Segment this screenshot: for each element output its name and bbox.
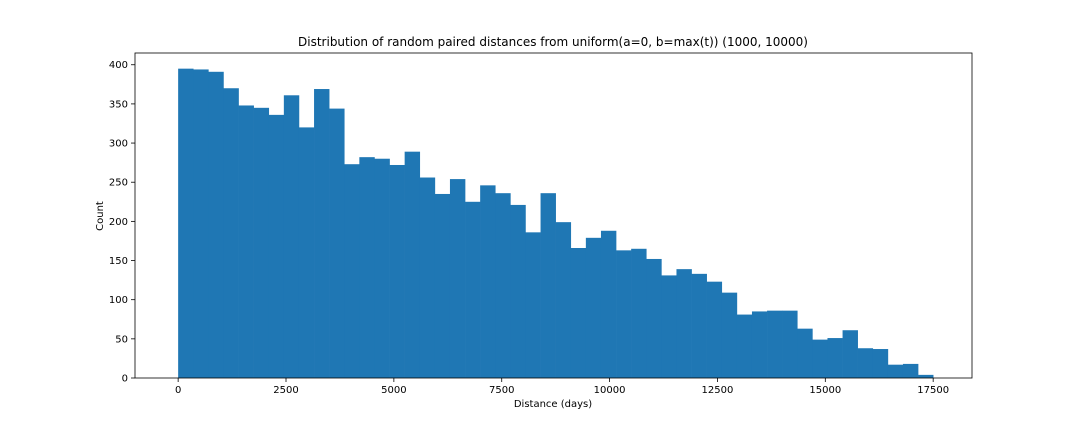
histogram-bar bbox=[283, 95, 300, 378]
histogram-bar bbox=[902, 363, 919, 378]
histogram-bar bbox=[374, 158, 390, 378]
histogram-bar bbox=[857, 348, 874, 378]
histogram-bar bbox=[268, 114, 285, 379]
histogram-bar bbox=[208, 71, 224, 379]
histogram-bar bbox=[314, 89, 330, 378]
histogram-bar bbox=[827, 338, 843, 378]
histogram-bar bbox=[480, 185, 496, 378]
histogram-bar bbox=[389, 164, 405, 378]
y-tick-label: 150 bbox=[109, 256, 128, 267]
histogram-bar bbox=[540, 193, 556, 378]
y-tick-label: 100 bbox=[109, 295, 128, 306]
histogram-bar bbox=[510, 204, 526, 378]
histogram-bar bbox=[918, 374, 934, 378]
histogram-bar bbox=[525, 232, 541, 378]
histogram-bar bbox=[721, 292, 738, 378]
histogram-bar bbox=[495, 193, 511, 378]
histogram-bar bbox=[359, 157, 375, 378]
plot-frame bbox=[134, 52, 973, 379]
histogram-bar bbox=[872, 349, 889, 378]
y-tick-label: 200 bbox=[109, 217, 128, 228]
x-tick-label: 0 bbox=[175, 385, 181, 396]
histogram-bar bbox=[555, 222, 572, 378]
y-axis-ticks: 0 50 100 150 200 250 300 350 400 bbox=[109, 60, 135, 385]
x-tick-label: 5000 bbox=[381, 385, 406, 396]
x-tick-label: 10000 bbox=[594, 385, 626, 396]
x-axis-ticks: 0 2500 5000 7500 10000 12500 15000 17500 bbox=[175, 378, 949, 396]
histogram-bar bbox=[842, 330, 858, 378]
x-tick-label: 17500 bbox=[917, 385, 949, 396]
histogram-bar bbox=[616, 250, 632, 378]
histogram-bar bbox=[449, 179, 466, 378]
histogram-bar bbox=[600, 230, 617, 378]
histogram-bar bbox=[329, 108, 345, 378]
histogram-bar bbox=[570, 248, 587, 378]
x-tick-label: 12500 bbox=[702, 385, 734, 396]
x-axis-label: Distance (days) bbox=[514, 399, 592, 410]
histogram-bar bbox=[887, 364, 904, 378]
histogram-bar bbox=[767, 310, 783, 378]
histogram-bar bbox=[419, 177, 436, 378]
histogram-bar bbox=[434, 193, 451, 378]
histogram-bar bbox=[706, 281, 723, 378]
histogram-bar bbox=[736, 314, 753, 378]
y-tick-label: 250 bbox=[109, 178, 128, 189]
y-axis-label: Count bbox=[95, 201, 106, 231]
histogram-bar bbox=[646, 258, 662, 378]
histogram-bar bbox=[178, 68, 194, 378]
histogram-bar bbox=[797, 328, 813, 378]
histogram-bar bbox=[223, 88, 239, 378]
histogram-bar bbox=[691, 273, 707, 378]
x-tick-label: 2500 bbox=[273, 385, 298, 396]
histogram-bar bbox=[238, 105, 254, 378]
y-tick-label: 300 bbox=[109, 139, 128, 150]
histogram-bar bbox=[404, 151, 421, 378]
histogram-bar bbox=[661, 275, 677, 378]
histogram-bar bbox=[253, 107, 270, 378]
y-tick-label: 350 bbox=[109, 99, 128, 110]
x-tick-label: 7500 bbox=[489, 385, 514, 396]
bars-group bbox=[178, 68, 934, 379]
y-tick-label: 50 bbox=[115, 334, 128, 345]
histogram-bar bbox=[193, 69, 209, 378]
histogram-bar bbox=[298, 127, 315, 379]
histogram-bar bbox=[344, 164, 360, 378]
histogram-bar bbox=[782, 310, 798, 378]
histogram-bar bbox=[751, 311, 768, 378]
x-tick-label: 15000 bbox=[809, 385, 841, 396]
y-tick-label: 0 bbox=[122, 374, 128, 385]
chart-title: Distribution of random paired distances … bbox=[298, 35, 808, 49]
histogram-bar bbox=[585, 237, 602, 378]
y-tick-label: 400 bbox=[109, 60, 128, 71]
histogram-bar bbox=[676, 269, 692, 378]
histogram-bar bbox=[465, 201, 481, 378]
histogram-bar bbox=[812, 339, 828, 378]
histogram-bar bbox=[631, 248, 647, 378]
